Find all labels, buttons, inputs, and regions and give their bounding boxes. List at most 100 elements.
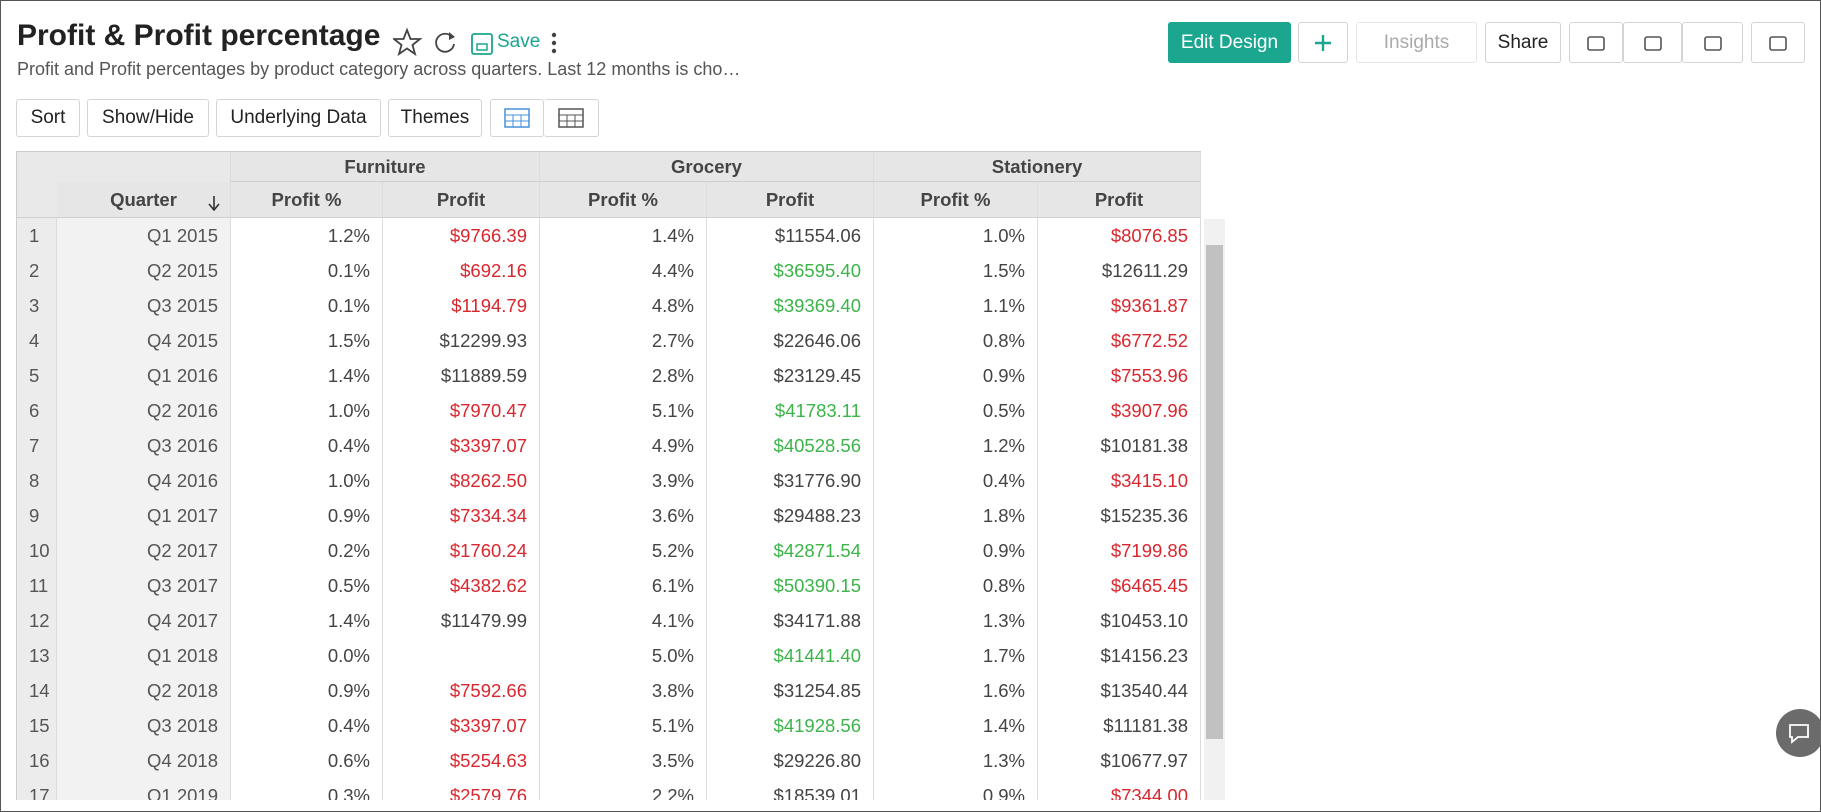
quarter-cell: Q3 2018 — [57, 708, 231, 743]
toolbar-button[interactable]: Sort — [16, 99, 80, 137]
percent-cell: 1.6% — [874, 673, 1038, 708]
percent-cell: 0.9% — [874, 533, 1038, 568]
icon — [1587, 35, 1605, 51]
row-index: 5 — [17, 358, 57, 393]
percent-cell: 5.1% — [540, 708, 707, 743]
percent-cell: 4.9% — [540, 428, 707, 463]
profit-cell: $41441.40 — [707, 638, 874, 673]
more-dot[interactable] — [551, 48, 557, 54]
row-index: 16 — [17, 743, 57, 778]
row-index: 7 — [17, 428, 57, 463]
profit-cell: $7553.96 — [1038, 358, 1201, 393]
percent-cell: 0.4% — [231, 708, 383, 743]
profit-cell: $31254.85 — [707, 673, 874, 708]
quarter-cell: Q4 2015 — [57, 323, 231, 358]
profit-cell: $36595.40 — [707, 253, 874, 288]
profit-cell: $7199.86 — [1038, 533, 1201, 568]
column-header: Profit — [1038, 182, 1201, 218]
action-button[interactable]: Edit Design — [1168, 22, 1291, 63]
title-icons — [393, 27, 557, 57]
profit-cell: $8262.50 — [383, 463, 540, 498]
profit-cell: $18539.01 — [707, 778, 874, 800]
profit-cell: $12299.93 — [383, 323, 540, 358]
percent-cell: 0.1% — [231, 288, 383, 323]
scrollbar[interactable] — [1204, 219, 1225, 800]
profit-cell: $10181.38 — [1038, 428, 1201, 463]
icon-button[interactable] — [1751, 22, 1805, 63]
more-dot[interactable] — [551, 40, 557, 46]
profit-cell: $6465.45 — [1038, 568, 1201, 603]
sort-arrow[interactable] — [208, 195, 220, 211]
row-index: 14 — [17, 673, 57, 708]
add-button[interactable] — [1298, 22, 1348, 63]
quarter-cell: Q1 2015 — [57, 218, 231, 253]
percent-cell: 0.6% — [231, 743, 383, 778]
action-button[interactable]: Insights — [1356, 22, 1477, 63]
profit-cell: $10677.97 — [1038, 743, 1201, 778]
view-toggle[interactable] — [544, 99, 599, 137]
quarter-cell: Q2 2016 — [57, 393, 231, 428]
plus-icon — [1315, 34, 1331, 51]
more-dot[interactable] — [551, 32, 557, 38]
percent-cell: 0.1% — [231, 253, 383, 288]
profit-cell: $3907.96 — [1038, 393, 1201, 428]
percent-cell: 3.5% — [540, 743, 707, 778]
percent-cell: 1.0% — [874, 218, 1038, 253]
refresh-icon[interactable] — [435, 32, 455, 53]
toolbar-button[interactable]: Underlying Data — [216, 99, 381, 137]
scrollbar-thumb[interactable] — [1206, 245, 1223, 739]
save-icon[interactable] — [471, 33, 493, 55]
percent-cell: 5.2% — [540, 533, 707, 568]
profit-cell — [383, 638, 540, 673]
report-title: Profit & Profit percentage — [17, 19, 381, 52]
column-header[interactable]: Quarter — [57, 182, 231, 218]
toolbar-button[interactable]: Themes — [388, 99, 482, 137]
icon-button[interactable] — [1569, 22, 1623, 63]
profit-cell: $22646.06 — [707, 323, 874, 358]
chat-circle — [1776, 709, 1821, 757]
view-toggle[interactable] — [490, 99, 544, 137]
profit-cell: $11889.59 — [383, 358, 540, 393]
percent-cell: 0.0% — [231, 638, 383, 673]
profit-cell: $31776.90 — [707, 463, 874, 498]
percent-cell: 0.5% — [874, 393, 1038, 428]
row-index: 9 — [17, 498, 57, 533]
percent-cell: 0.3% — [231, 778, 383, 800]
action-button[interactable]: Share — [1485, 22, 1561, 63]
percent-cell: 1.1% — [874, 288, 1038, 323]
percent-cell: 0.2% — [231, 533, 383, 568]
save-button[interactable]: Save — [497, 31, 541, 52]
percent-cell: 3.9% — [540, 463, 707, 498]
profit-cell: $7592.66 — [383, 673, 540, 708]
quarter-cell: Q1 2017 — [57, 498, 231, 533]
percent-cell: 1.0% — [231, 463, 383, 498]
row-index: 12 — [17, 603, 57, 638]
profit-cell: $41783.11 — [707, 393, 874, 428]
percent-cell: 4.8% — [540, 288, 707, 323]
percent-cell: 1.4% — [231, 603, 383, 638]
quarter-cell: Q1 2019 — [57, 778, 231, 800]
icon-button[interactable] — [1623, 22, 1682, 63]
row-index: 17 — [17, 778, 57, 800]
profit-cell: $692.16 — [383, 253, 540, 288]
icon — [1703, 35, 1722, 51]
profit-cell: $7970.47 — [383, 393, 540, 428]
percent-cell: 0.9% — [874, 778, 1038, 800]
profit-cell: $3397.07 — [383, 428, 540, 463]
profit-cell: $13540.44 — [1038, 673, 1201, 708]
quarter-cell: Q3 2016 — [57, 428, 231, 463]
group-header: Furniture — [231, 152, 540, 182]
percent-cell: 0.5% — [231, 568, 383, 603]
toolbar-button[interactable]: Show/Hide — [87, 99, 209, 137]
profit-cell: $1194.79 — [383, 288, 540, 323]
percent-cell: 1.5% — [874, 253, 1038, 288]
percent-cell: 0.9% — [231, 673, 383, 708]
chat-button[interactable] — [1776, 709, 1821, 757]
favorite-icon[interactable] — [393, 27, 423, 57]
profit-cell: $7334.34 — [383, 498, 540, 533]
quarter-cell: Q4 2018 — [57, 743, 231, 778]
row-index: 6 — [17, 393, 57, 428]
profit-cell: $41928.56 — [707, 708, 874, 743]
profit-cell: $15235.36 — [1038, 498, 1201, 533]
icon-button[interactable] — [1682, 22, 1743, 63]
